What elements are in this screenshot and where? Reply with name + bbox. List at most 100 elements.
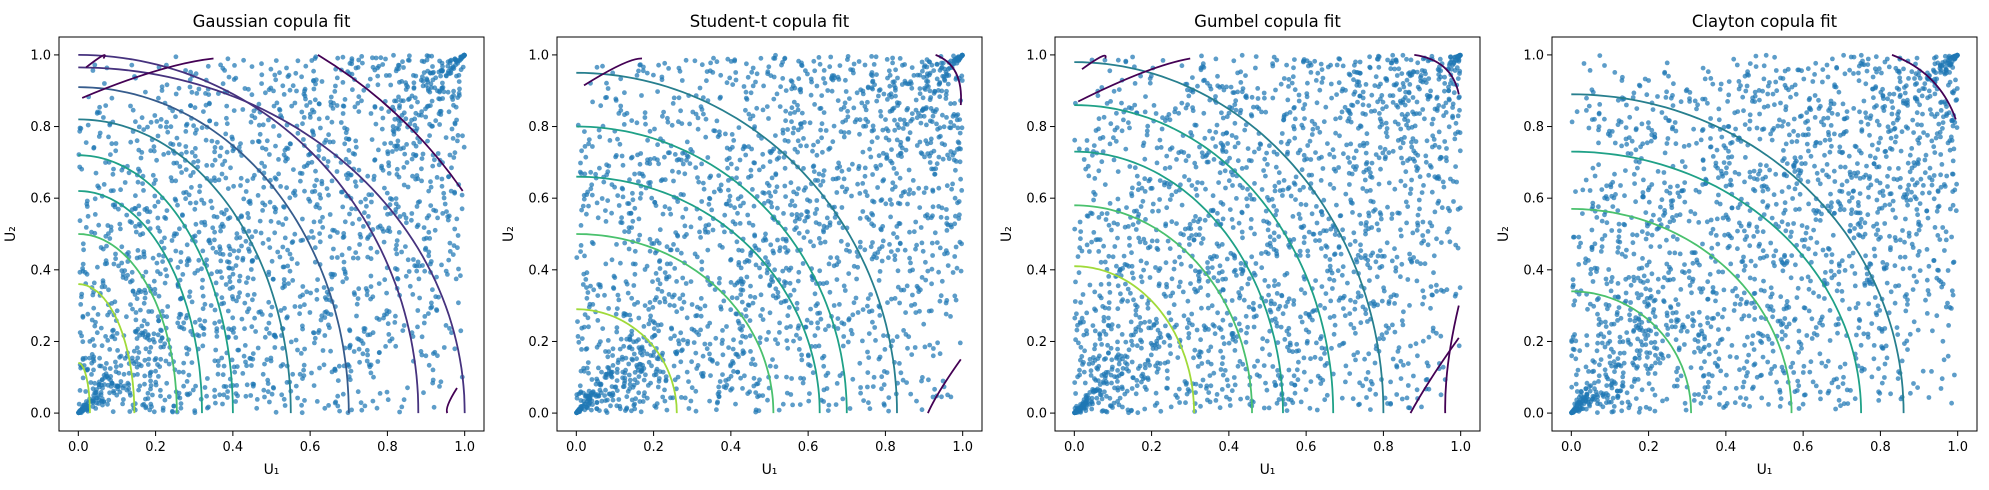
scatter-point bbox=[136, 166, 141, 172]
scatter-point bbox=[896, 100, 902, 106]
scatter-point bbox=[82, 270, 88, 275]
scatter-point bbox=[166, 394, 172, 400]
scatter-point bbox=[901, 328, 906, 333]
scatter-point bbox=[645, 383, 651, 388]
scatter-point bbox=[595, 215, 601, 221]
scatter-point bbox=[145, 124, 150, 130]
scatter-point bbox=[704, 78, 709, 84]
scatter-point bbox=[738, 340, 744, 345]
scatter-point bbox=[332, 400, 338, 406]
scatter-point bbox=[1154, 400, 1160, 406]
scatter-point bbox=[804, 143, 809, 149]
scatter-point bbox=[1226, 110, 1232, 116]
scatter-point bbox=[110, 333, 116, 339]
scatter-point bbox=[347, 377, 353, 383]
scatter-point bbox=[452, 346, 458, 352]
scatter-point bbox=[903, 147, 909, 153]
scatter-point bbox=[919, 378, 924, 384]
scatter-point bbox=[1392, 301, 1397, 306]
scatter-point bbox=[958, 176, 963, 182]
scatter-point bbox=[220, 252, 226, 257]
scatter-point bbox=[396, 62, 401, 68]
scatter-point bbox=[277, 70, 282, 76]
scatter-point bbox=[451, 102, 456, 108]
scatter-point bbox=[1072, 380, 1078, 385]
scatter-point bbox=[421, 390, 426, 396]
scatter-point bbox=[1263, 298, 1269, 304]
scatter-point bbox=[148, 378, 154, 384]
scatter-point bbox=[1200, 377, 1206, 383]
scatter-point bbox=[160, 259, 166, 264]
scatter-point bbox=[220, 372, 226, 378]
scatter-point bbox=[194, 127, 199, 133]
scatter-point bbox=[401, 98, 406, 104]
scatter-point bbox=[761, 83, 766, 89]
scatter-point bbox=[948, 314, 953, 319]
scatter-point bbox=[1375, 253, 1381, 259]
scatter-point bbox=[911, 229, 917, 235]
scatter-point bbox=[764, 104, 770, 109]
scatter-point bbox=[676, 95, 682, 101]
scatter-point bbox=[409, 156, 415, 162]
scatter-point bbox=[246, 306, 252, 312]
scatter-point bbox=[224, 207, 229, 213]
scatter-point bbox=[632, 271, 638, 277]
scatter-point bbox=[958, 146, 963, 152]
scatter-point bbox=[107, 366, 113, 371]
scatter-point bbox=[1444, 158, 1449, 164]
scatter-point bbox=[810, 148, 815, 154]
scatter-point bbox=[295, 130, 301, 136]
scatter-point bbox=[593, 171, 598, 177]
scatter-point bbox=[298, 178, 303, 184]
scatter-point bbox=[1220, 317, 1226, 323]
scatter-point bbox=[751, 375, 757, 381]
scatter-point bbox=[445, 59, 451, 65]
scatter-point bbox=[812, 211, 818, 216]
scatter-point bbox=[227, 274, 233, 280]
scatter-point bbox=[807, 120, 813, 126]
scatter-point bbox=[733, 351, 739, 357]
scatter-point bbox=[209, 205, 215, 211]
scatter-point bbox=[281, 204, 286, 210]
scatter-point bbox=[1274, 253, 1280, 259]
scatter-point bbox=[579, 148, 584, 154]
scatter-point bbox=[361, 224, 366, 229]
scatter-point bbox=[108, 188, 114, 194]
scatter-point bbox=[636, 68, 641, 74]
scatter-point bbox=[618, 108, 624, 113]
scatter-point bbox=[113, 141, 119, 146]
scatter-point bbox=[891, 166, 897, 171]
scatter-point bbox=[794, 300, 800, 306]
scatter-point bbox=[1215, 310, 1220, 316]
scatter-point bbox=[1129, 386, 1135, 391]
scatter-point bbox=[431, 69, 436, 75]
scatter-point bbox=[396, 230, 402, 235]
scatter-point bbox=[819, 93, 825, 98]
scatter-point bbox=[1229, 298, 1235, 303]
scatter-point bbox=[770, 248, 776, 254]
scatter-point bbox=[596, 282, 602, 287]
scatter-point bbox=[242, 343, 248, 348]
scatter-point bbox=[953, 244, 959, 250]
scatter-point bbox=[285, 146, 291, 152]
scatter-point bbox=[799, 352, 804, 358]
scatter-point bbox=[620, 369, 626, 375]
scatter-point bbox=[290, 371, 296, 377]
scatter-point bbox=[664, 407, 670, 413]
scatter-point bbox=[369, 199, 374, 205]
scatter-point bbox=[205, 63, 211, 69]
scatter-point bbox=[748, 361, 754, 367]
scatter-point bbox=[783, 88, 789, 93]
scatter-point bbox=[99, 343, 105, 349]
scatter-point bbox=[699, 161, 704, 167]
scatter-point bbox=[811, 142, 816, 148]
scatter-point bbox=[1137, 315, 1143, 320]
scatter-point bbox=[774, 91, 780, 97]
scatter-point bbox=[197, 183, 203, 189]
scatter-point bbox=[156, 252, 162, 258]
scatter-point bbox=[619, 185, 625, 191]
scatter-point bbox=[839, 184, 845, 190]
scatter-point bbox=[815, 311, 820, 316]
scatter-point bbox=[672, 152, 678, 157]
scatter-point bbox=[225, 395, 230, 400]
